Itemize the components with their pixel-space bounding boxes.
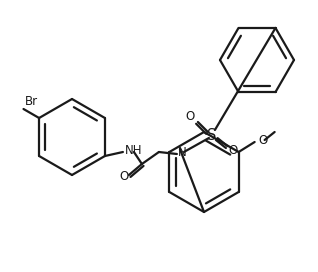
- Text: N: N: [178, 147, 187, 159]
- Text: O: O: [119, 169, 128, 183]
- Text: O: O: [185, 110, 195, 122]
- Text: NH: NH: [125, 144, 142, 157]
- Text: O: O: [259, 134, 268, 147]
- Text: S: S: [207, 128, 217, 144]
- Text: Br: Br: [24, 95, 38, 108]
- Text: O: O: [228, 144, 238, 156]
